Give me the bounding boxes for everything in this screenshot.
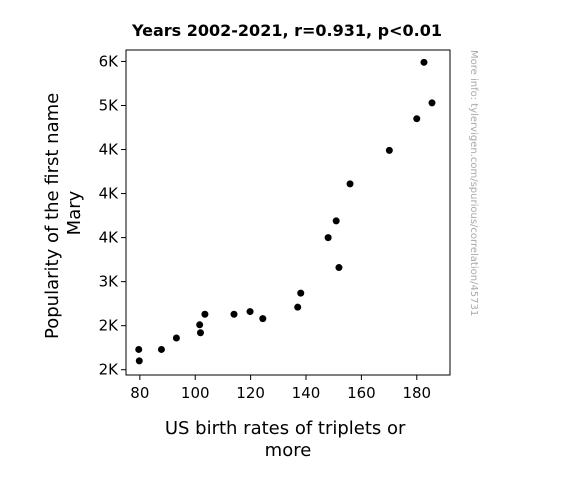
data-point (246, 308, 254, 316)
data-point (335, 264, 343, 272)
data-point (385, 146, 393, 154)
data-point (172, 334, 180, 342)
data-point (294, 303, 302, 311)
y-tick-label: 3K (99, 273, 120, 291)
y-axis-title: Popularity of the first name Mary (42, 87, 85, 339)
y-tick-label: 2K (99, 317, 120, 335)
x-axis-title-line-2: more (265, 440, 312, 461)
plot-area (125, 49, 451, 376)
data-point (346, 180, 354, 188)
x-axis-title: US birth rates of triplets or more (165, 418, 411, 461)
watermark: More info: tylervigen.com/spurious/corre… (468, 50, 479, 316)
x-tick-label: 140 (292, 384, 321, 402)
y-tick-label: 6K (99, 52, 120, 70)
y-tick-label: 4K (99, 185, 120, 203)
data-point (135, 345, 143, 353)
y-tick-label: 4K (99, 141, 120, 159)
data-point (230, 310, 238, 318)
data-point (413, 115, 421, 123)
data-point (428, 99, 436, 107)
data-point (324, 234, 332, 242)
x-tick-label: 100 (181, 384, 210, 402)
y-axis-title-line-2: Mary (64, 190, 85, 235)
y-tick-label: 2K (99, 361, 120, 379)
y-tick-label: 4K (99, 229, 120, 247)
data-point (332, 217, 340, 225)
y-axis-title-line-1: Popularity of the first name (42, 93, 63, 339)
data-point (259, 315, 267, 323)
x-axis: 80 100 120 140 160 180 (130, 375, 431, 402)
data-point (297, 289, 305, 297)
y-axis: 2K 2K 3K 4K 4K 4K 5K 6K (99, 52, 126, 379)
data-points (135, 58, 436, 365)
y-tick-label: 5K (99, 96, 120, 114)
data-point (196, 321, 204, 329)
x-tick-label: 80 (130, 384, 149, 402)
data-point (196, 329, 204, 337)
x-tick-label: 160 (347, 384, 376, 402)
chart-title: Years 2002-2021, r=0.931, p<0.01 (131, 21, 442, 40)
data-point (201, 310, 209, 318)
data-point (135, 357, 143, 365)
x-tick-label: 120 (236, 384, 265, 402)
x-axis-title-line-1: US birth rates of triplets or (165, 418, 406, 439)
data-point (157, 345, 165, 353)
x-tick-label: 180 (402, 384, 431, 402)
data-point (420, 58, 428, 66)
